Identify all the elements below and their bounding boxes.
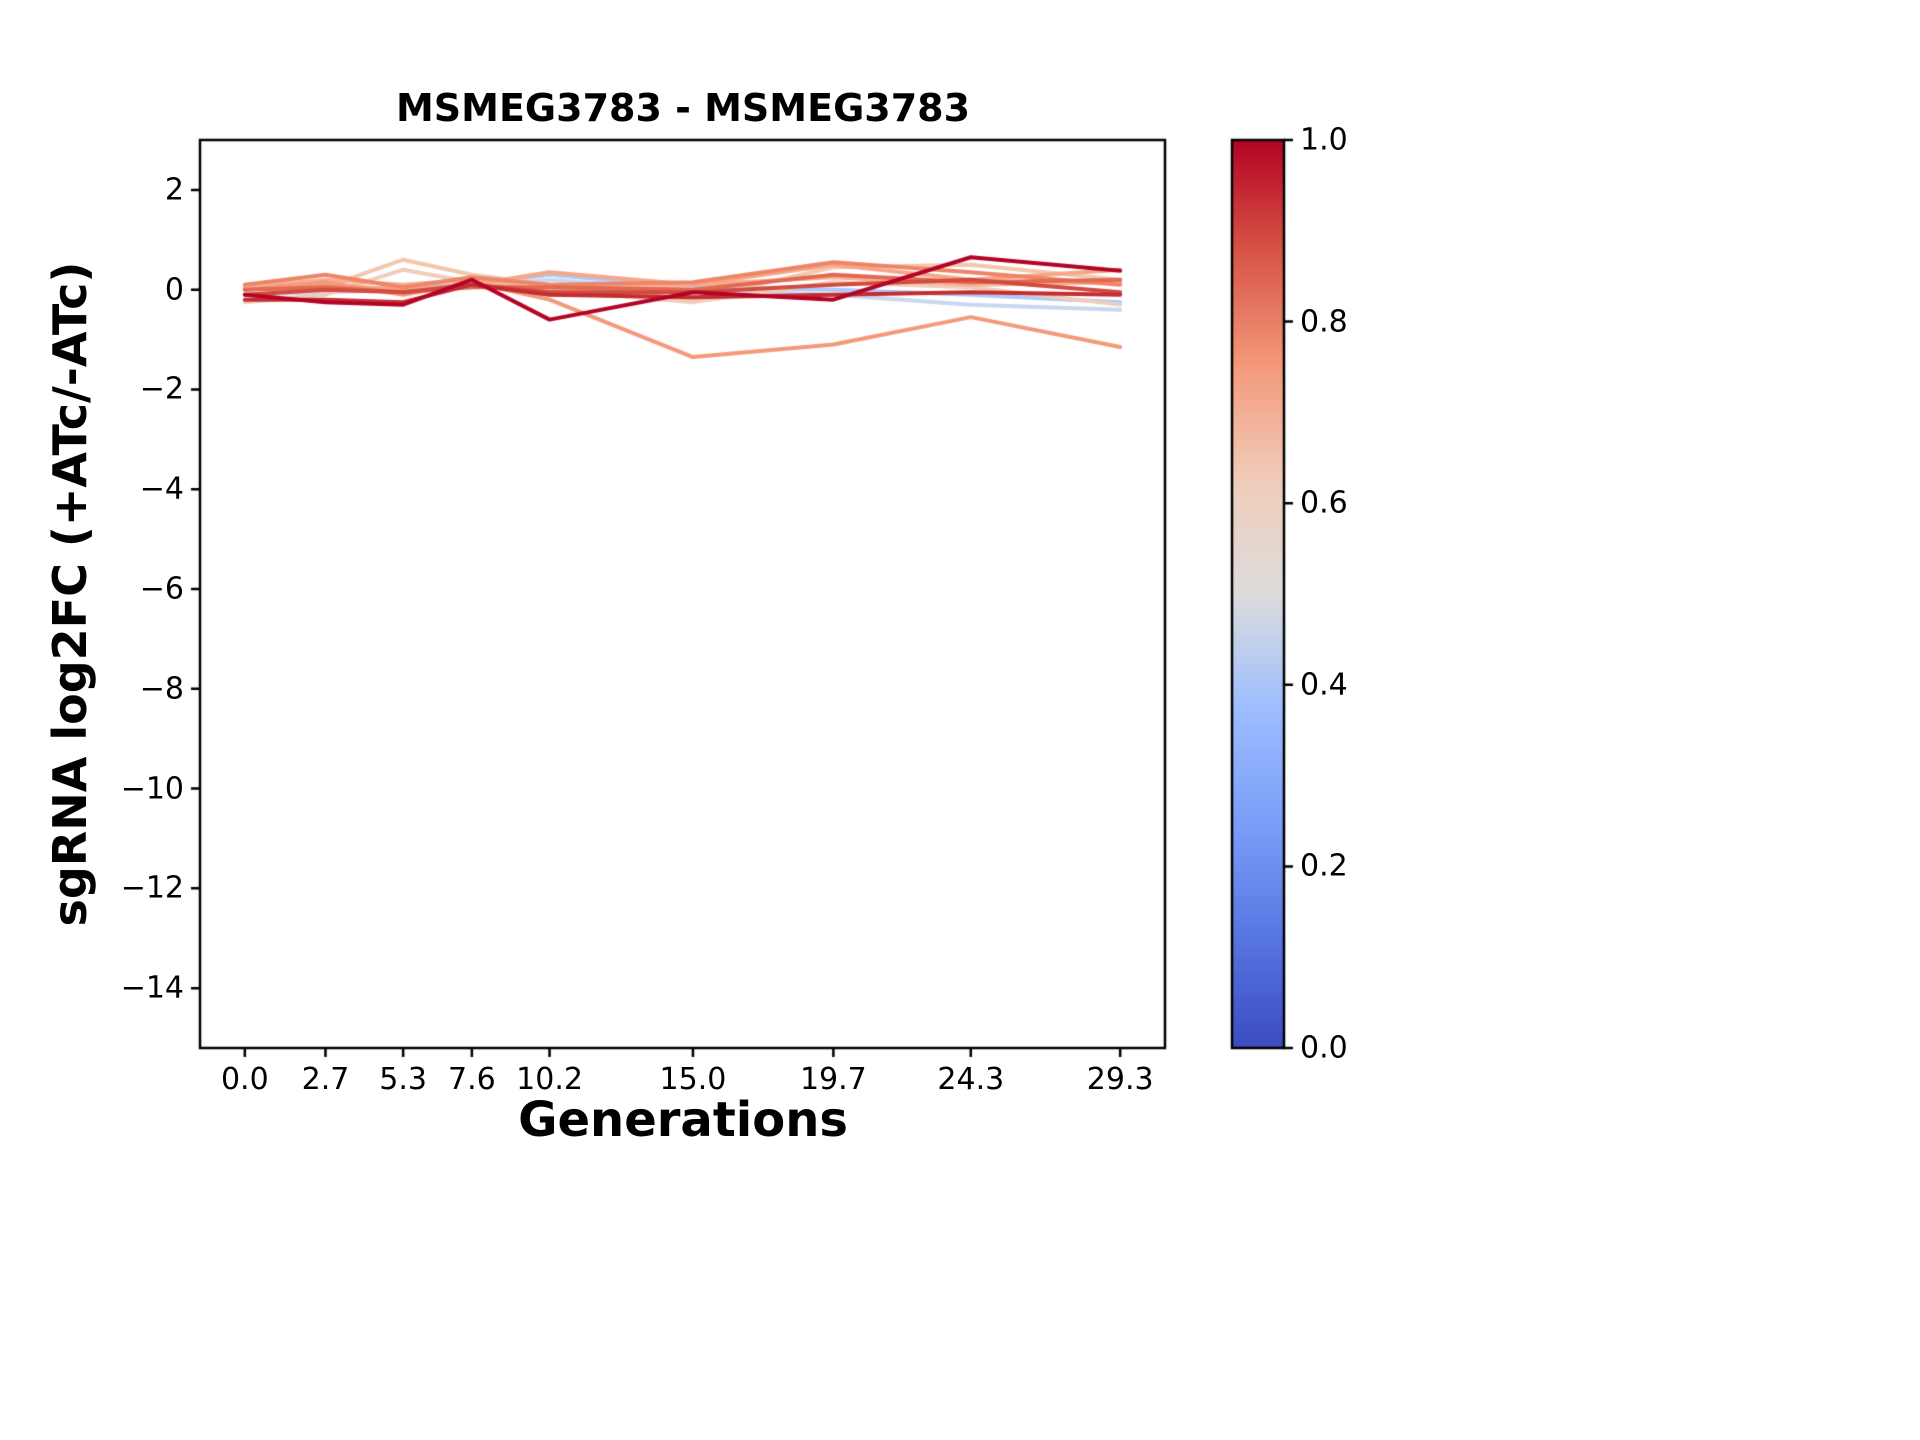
y-tick-label: −6 (139, 571, 184, 607)
colorbar-tick-label: 0.2 (1300, 848, 1348, 884)
chart-title: MSMEG3783 - MSMEG3783 (395, 86, 971, 130)
y-tick-label: 0 (164, 272, 184, 308)
x-tick-label: 15.0 (659, 1062, 727, 1097)
x-tick-label: 7.6 (448, 1062, 496, 1097)
y-tick-label: −10 (120, 771, 184, 807)
y-tick-label: −12 (120, 870, 184, 906)
colorbar-tick-label: 0.4 (1300, 667, 1348, 703)
y-tick-label: −4 (139, 471, 184, 507)
x-tick-label: 24.3 (937, 1062, 1005, 1097)
x-tick-label: 2.7 (301, 1062, 350, 1097)
x-tick-label: 19.7 (799, 1062, 867, 1097)
colorbar-tick-label: 0.8 (1300, 304, 1348, 340)
x-tick-label: 0.0 (220, 1062, 269, 1097)
x-tick-label: 5.3 (379, 1062, 428, 1097)
x-axis-label: Generations (518, 1092, 848, 1148)
x-tick-label: 29.3 (1086, 1062, 1154, 1097)
colorbar-tick-label: 1.0 (1300, 122, 1348, 158)
x-tick-label: 10.2 (516, 1062, 583, 1097)
y-tick-label: 2 (164, 172, 184, 208)
y-tick-label: −8 (139, 671, 184, 707)
colorbar-tick-label: 0.6 (1300, 485, 1348, 521)
y-tick-label: −2 (139, 371, 184, 407)
colorbar-tick-label: 0.0 (1300, 1030, 1348, 1066)
y-axis-label: sgRNA log2FC (+ATc/-ATc) (43, 261, 97, 927)
y-tick-label: −14 (120, 970, 184, 1006)
